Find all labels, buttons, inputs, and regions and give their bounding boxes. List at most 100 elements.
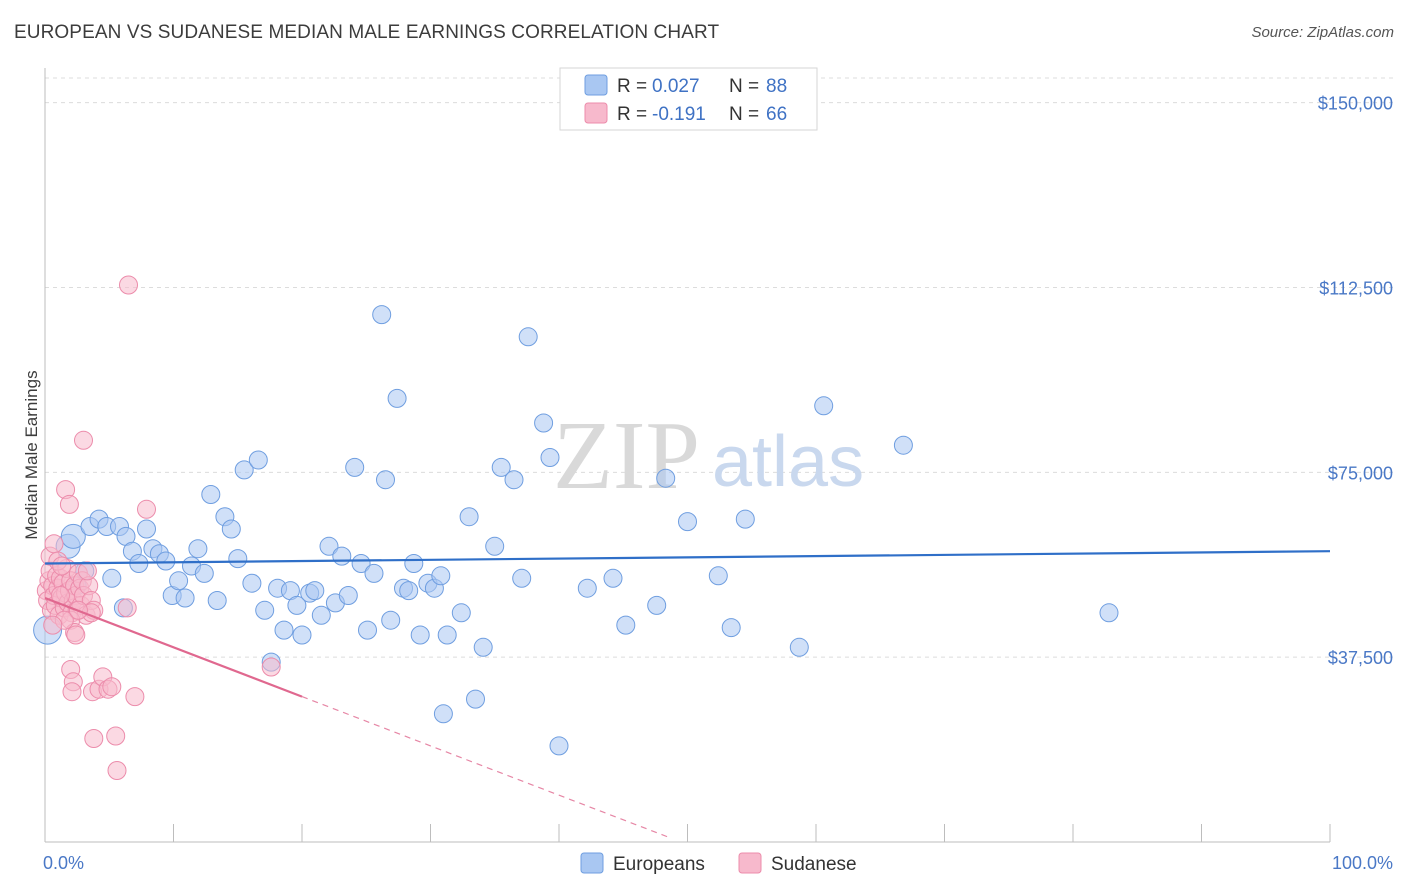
data-point [512, 568, 532, 588]
data-point [431, 566, 451, 586]
watermark: ZIP atlas [553, 402, 864, 510]
data-point [399, 581, 419, 601]
data-point [358, 620, 377, 640]
data-point [459, 507, 479, 527]
data-point [721, 618, 741, 638]
data-point [175, 588, 195, 608]
data-point [381, 610, 401, 630]
data-point [228, 549, 248, 569]
data-point [577, 578, 597, 598]
data-point [433, 704, 453, 724]
data-point [708, 566, 728, 586]
legend: R = 0.027 N = 88 R = -0.191 N = 66 [559, 67, 818, 131]
data-point [60, 523, 86, 549]
data-point [616, 615, 636, 635]
data-point [102, 677, 122, 697]
data-point [491, 457, 511, 477]
data-point [169, 571, 189, 591]
data-point [107, 761, 127, 780]
data-point [74, 430, 93, 450]
data-point [338, 586, 358, 605]
data-point [1099, 603, 1119, 623]
data-point [735, 509, 755, 529]
data-point [603, 568, 623, 588]
data-point [410, 625, 430, 645]
data-point [66, 625, 86, 645]
data-point [106, 726, 126, 746]
trend-lines [44, 550, 1331, 838]
data-point [466, 689, 485, 709]
data-point [534, 413, 554, 433]
data-point [656, 468, 676, 488]
data-point [84, 729, 104, 748]
data-point [292, 625, 312, 645]
data-point [274, 620, 294, 640]
data-point [376, 470, 395, 490]
data-point [549, 736, 569, 756]
data-point [678, 512, 697, 532]
data-point [234, 460, 254, 480]
y-axis-label: Median Male Earnings [22, 370, 41, 539]
chart-title: EUROPEAN VS SUDANESE MEDIAN MALE EARNING… [14, 22, 720, 43]
data-point [194, 563, 214, 583]
legend-swatch-europeans [584, 74, 608, 96]
data-point [137, 519, 156, 539]
x-tick-label-max: 100.0% [1332, 853, 1393, 873]
data-point [332, 546, 352, 566]
y-tick-label: $37,500 [1328, 648, 1393, 668]
legend-r-value-sudanese: -0.191 [652, 104, 706, 125]
bottom-legend-swatch-sudanese [738, 852, 762, 874]
trend-line-sudanese [44, 596, 303, 698]
legend-n-label-europeans: N = [729, 76, 759, 97]
series-europeans [33, 305, 1119, 756]
data-point [43, 615, 63, 635]
legend-r-label-sudanese: R = [617, 104, 647, 125]
data-point [364, 563, 384, 583]
data-point [137, 499, 156, 519]
bottom-legend-swatch-europeans [580, 852, 604, 874]
data-point [77, 561, 97, 581]
data-point [52, 556, 72, 576]
data-point [485, 536, 505, 556]
data-point [451, 603, 471, 623]
data-point [62, 682, 82, 702]
legend-n-value-sudanese: 66 [766, 104, 787, 125]
data-point [893, 435, 913, 455]
data-point [789, 637, 809, 657]
bottom-legend-label-europeans: Europeans [613, 854, 705, 875]
data-point [248, 450, 268, 470]
data-point [125, 687, 145, 707]
data-point [261, 657, 281, 677]
data-point [188, 539, 208, 559]
trend-line-extension-sudanese [301, 696, 669, 838]
data-point [207, 591, 227, 610]
data-point [351, 554, 371, 573]
data-point [201, 485, 221, 504]
legend-n-value-europeans: 88 [766, 76, 787, 97]
data-point [221, 519, 241, 539]
data-point [518, 327, 538, 347]
data-point [319, 536, 339, 556]
watermark-atlas: atlas [712, 422, 864, 502]
bottom-legend: Europeans Sudanese [580, 852, 857, 875]
series-sudanese [36, 275, 281, 780]
data-point [814, 396, 834, 416]
data-point [372, 305, 392, 325]
data-point [305, 581, 325, 601]
data-point [156, 551, 176, 571]
data-point [504, 470, 524, 490]
data-point [59, 494, 79, 514]
legend-n-label-sudanese: N = [729, 104, 759, 125]
y-tick-label: $112,500 [1319, 278, 1393, 298]
data-points [33, 275, 1119, 780]
axes: $37,500 $75,000 $112,500 $150,000 0.0% 100.0% [43, 68, 1393, 873]
data-point [44, 534, 64, 554]
legend-swatch-sudanese [584, 102, 608, 124]
data-point [119, 275, 138, 295]
bottom-legend-label-sudanese: Sudanese [771, 854, 857, 875]
data-point [437, 625, 457, 645]
data-point [102, 568, 122, 588]
trend-line-europeans [44, 550, 1331, 565]
data-point [647, 595, 667, 615]
watermark-zip: ZIP [553, 402, 700, 510]
